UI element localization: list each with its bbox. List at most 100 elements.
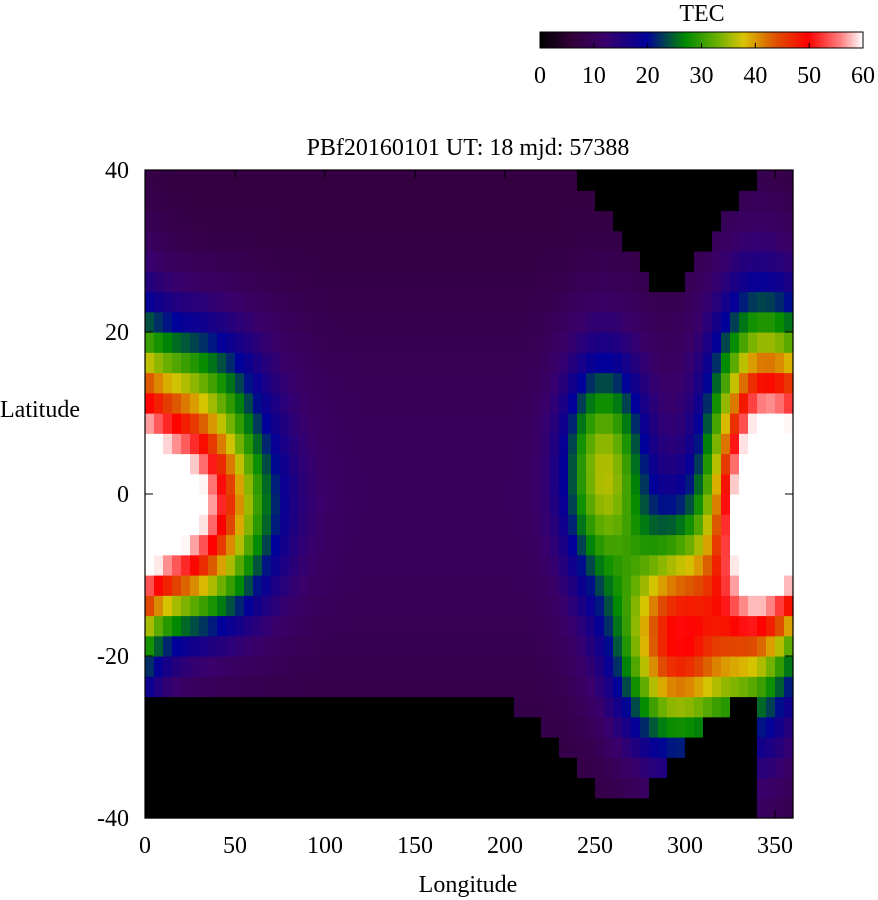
heatmap-cell — [388, 170, 398, 191]
heatmap-cell — [343, 230, 353, 252]
heatmap-cell — [388, 635, 398, 657]
heatmap-cell — [433, 554, 443, 576]
heatmap-cell — [172, 210, 182, 232]
heatmap-cell — [451, 554, 461, 576]
heatmap-cell — [325, 372, 335, 394]
heatmap-cell — [487, 271, 497, 293]
heatmap-cell — [694, 696, 704, 718]
heatmap-cell — [334, 676, 344, 698]
heatmap-cell — [244, 372, 254, 394]
heatmap-cell — [172, 352, 182, 374]
heatmap-cell — [586, 797, 596, 819]
heatmap-cell — [703, 251, 713, 272]
heatmap-cell — [352, 797, 362, 819]
heatmap-cell — [334, 170, 344, 191]
heatmap-cell — [523, 656, 533, 677]
heatmap-cell — [568, 554, 578, 576]
x-axis-ticks: 0 50 100 150 200 250 300 350 — [139, 170, 793, 859]
heatmap-cell — [451, 676, 461, 698]
heatmap-cell — [388, 777, 398, 799]
heatmap-cell — [181, 433, 191, 455]
heatmap-cell — [559, 494, 569, 515]
heatmap-cell — [406, 797, 416, 819]
heatmap-cell — [487, 554, 497, 576]
heatmap-cell — [523, 170, 533, 191]
heatmap-cell — [622, 575, 632, 596]
heatmap-cell — [352, 676, 362, 698]
heatmap-cell — [226, 635, 236, 657]
heatmap-cell — [145, 453, 155, 475]
heatmap-cell — [775, 575, 785, 596]
heatmap-cell — [271, 554, 281, 576]
heatmap-cell — [505, 514, 515, 536]
heatmap-cell — [739, 291, 749, 313]
heatmap-cell — [280, 170, 290, 191]
heatmap-cell — [757, 210, 767, 232]
heatmap-cell — [460, 514, 470, 536]
heatmap-cell — [406, 473, 416, 495]
heatmap-cell — [748, 433, 758, 455]
heatmap-cell — [541, 737, 551, 758]
heatmap-cell — [631, 210, 641, 232]
heatmap-cell — [613, 372, 623, 394]
heatmap-cell — [460, 575, 470, 596]
colorbar-tick-label: 20 — [636, 63, 660, 89]
heatmap-cell — [577, 372, 587, 394]
heatmap-cell — [163, 332, 173, 353]
heatmap-cell — [784, 170, 794, 191]
heatmap-cell — [550, 453, 560, 475]
heatmap-cell — [343, 656, 353, 677]
heatmap-cell — [523, 392, 533, 414]
heatmap-cell — [541, 433, 551, 455]
heatmap-cell — [235, 311, 245, 333]
heatmap-cell — [685, 554, 695, 576]
heatmap-cell — [181, 696, 191, 718]
heatmap-cell — [226, 514, 236, 536]
heatmap-cell — [253, 615, 263, 637]
heatmap-cell — [676, 271, 686, 293]
heatmap-cell — [748, 392, 758, 414]
heatmap-cell — [298, 372, 308, 394]
heatmap-cell — [559, 210, 569, 232]
heatmap-cell — [478, 230, 488, 252]
heatmap-cell — [415, 453, 425, 475]
heatmap-cell — [550, 494, 560, 515]
heatmap-cell — [451, 271, 461, 293]
heatmap-cell — [712, 494, 722, 515]
heatmap-cell — [658, 575, 668, 596]
heatmap-cell — [559, 190, 569, 212]
heatmap-cell — [325, 595, 335, 617]
heatmap-cell — [460, 210, 470, 232]
heatmap-cell — [631, 716, 641, 738]
heatmap-cell — [595, 190, 605, 212]
heatmap-cell — [262, 534, 272, 556]
heatmap-cell — [568, 170, 578, 191]
heatmap-cell — [280, 190, 290, 212]
heatmap-cell — [370, 190, 380, 212]
heatmap-cell — [640, 453, 650, 475]
heatmap-cell — [523, 311, 533, 333]
heatmap-cell — [424, 554, 434, 576]
heatmap-cell — [253, 797, 263, 819]
heatmap-cell — [496, 413, 506, 434]
heatmap-cell — [739, 575, 749, 596]
heatmap-cell — [739, 311, 749, 333]
heatmap-cell — [433, 170, 443, 191]
heatmap-cell — [334, 757, 344, 779]
heatmap-cell — [352, 554, 362, 576]
heatmap-cell — [487, 595, 497, 617]
heatmap-cell — [262, 656, 272, 677]
heatmap-cell — [532, 514, 542, 536]
heatmap-cell — [433, 757, 443, 779]
heatmap-cell — [181, 757, 191, 779]
heatmap-cell — [676, 210, 686, 232]
heatmap-cell — [757, 656, 767, 677]
heatmap-cell — [271, 210, 281, 232]
heatmap-cell — [775, 271, 785, 293]
heatmap-cell — [784, 554, 794, 576]
heatmap-cell — [253, 777, 263, 799]
heatmap-cell — [757, 230, 767, 252]
heatmap-cell — [163, 554, 173, 576]
heatmap-cell — [397, 757, 407, 779]
heatmap-cell — [604, 230, 614, 252]
